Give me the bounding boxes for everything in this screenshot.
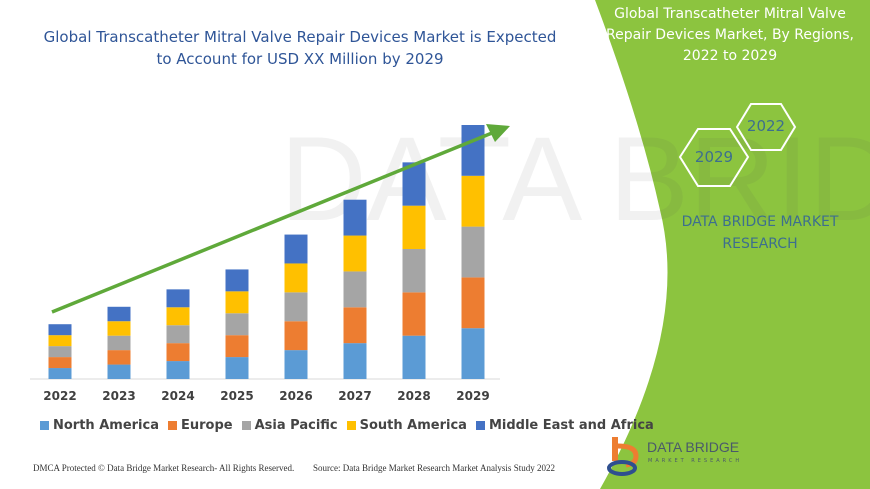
bar-segment-middle-east-and-africa: [343, 199, 367, 236]
bar-segment-north-america: [284, 350, 308, 379]
bar-segment-europe: [343, 307, 367, 344]
chart-title: Global Transcatheter Mitral Valve Repair…: [43, 28, 557, 68]
x-tick-label: 2027: [338, 389, 371, 403]
bar-segment-europe: [48, 357, 72, 369]
legend-swatch: [40, 421, 49, 430]
bar-segment-south-america: [284, 263, 308, 293]
bar-segment-asia-pacific: [461, 226, 485, 278]
legend-item: Middle East and Africa: [475, 418, 654, 433]
green-panel: [595, 0, 870, 489]
bar-segment-middle-east-and-africa: [461, 125, 485, 176]
legend-swatch: [346, 421, 356, 430]
bar-segment-north-america: [48, 368, 72, 379]
bar-segment-europe: [284, 321, 308, 351]
legend-item: South America: [346, 418, 467, 433]
bar-segment-north-america: [402, 335, 426, 379]
bar-segment-north-america: [107, 364, 131, 379]
hexagon-2029: [678, 128, 750, 187]
bar-segment-europe: [166, 343, 190, 362]
bar-segment-middle-east-and-africa: [107, 306, 131, 322]
hex-year-2022: 2022: [746, 117, 786, 135]
bar-segment-middle-east-and-africa: [402, 162, 426, 206]
logo-text: DATA BRIDGE: [647, 439, 740, 455]
x-tick-label: 2024: [161, 389, 194, 403]
bar-segment-north-america: [343, 343, 367, 379]
bar-segment-south-america: [48, 335, 72, 347]
x-tick-label: 2026: [279, 389, 312, 403]
legend-label: Middle East and Africa: [488, 418, 654, 433]
bar-segment-north-america: [225, 357, 249, 379]
bar-segment-south-america: [107, 321, 131, 336]
bar-segment-asia-pacific: [166, 325, 190, 344]
hexagon-2022: [735, 103, 797, 151]
x-tick-label: 2023: [102, 389, 135, 403]
logo-icon: [607, 437, 639, 476]
x-tick-label: 2025: [220, 389, 253, 403]
legend-label: South America: [359, 418, 467, 433]
footer-copyright: DMCA Protected © Data Bridge Market Rese…: [33, 463, 295, 473]
bar-segment-middle-east-and-africa: [166, 289, 190, 308]
legend-label: Europe: [181, 418, 233, 433]
bar-segment-europe: [225, 335, 249, 358]
bar-segment-europe: [461, 277, 485, 329]
legend-swatch: [475, 421, 485, 430]
bar-segment-middle-east-and-africa: [225, 269, 249, 292]
bar-segment-south-america: [402, 205, 426, 250]
legend-label: Asia Pacific: [254, 418, 338, 433]
side-panel-title: Global Transcatheter Mitral Valve Repair…: [606, 6, 854, 64]
legend-item: Europe: [168, 418, 233, 433]
bar-segment-south-america: [225, 291, 249, 314]
trend-arrow-head: [486, 124, 510, 142]
bar-segment-north-america: [166, 361, 190, 379]
bar-segment-asia-pacific: [343, 271, 367, 308]
bar-segment-asia-pacific: [107, 335, 131, 351]
bar-segment-asia-pacific: [225, 313, 249, 336]
x-tick-label: 2029: [456, 389, 489, 403]
legend-swatch: [168, 421, 177, 430]
bar-segment-south-america: [343, 235, 367, 272]
chart: 2022 2023 2024 2025 2026 2027 2028 2029: [30, 124, 510, 403]
bar-segment-asia-pacific: [402, 249, 426, 293]
trend-arrow-line: [51, 131, 493, 314]
x-tick-label: 2028: [397, 389, 430, 403]
legend-swatch: [241, 421, 251, 430]
bar-segment-europe: [107, 350, 131, 365]
legend-item: North America: [40, 418, 159, 433]
bar-segment-north-america: [461, 328, 485, 379]
bar-segment-south-america: [166, 307, 190, 326]
hex-year-2029: 2029: [694, 148, 734, 166]
legend-item: Asia Pacific: [241, 418, 338, 433]
brand-text: DATA BRIDGE MARKET RESEARCH: [681, 214, 839, 252]
logo-subtext: MARKET RESEARCH: [648, 458, 743, 464]
legend-label: North America: [53, 418, 159, 433]
bar-segment-south-america: [461, 175, 485, 227]
bar-segment-asia-pacific: [284, 292, 308, 322]
bar-segment-middle-east-and-africa: [48, 324, 72, 336]
footer-source: Source: Data Bridge Market Research Mark…: [313, 463, 555, 473]
bar-segment-asia-pacific: [48, 346, 72, 358]
bar-segment-middle-east-and-africa: [284, 234, 308, 264]
bar-segment-europe: [402, 292, 426, 336]
legend: North America Europe Asia Pacific South …: [40, 418, 654, 433]
x-tick-label: 2022: [43, 389, 76, 403]
